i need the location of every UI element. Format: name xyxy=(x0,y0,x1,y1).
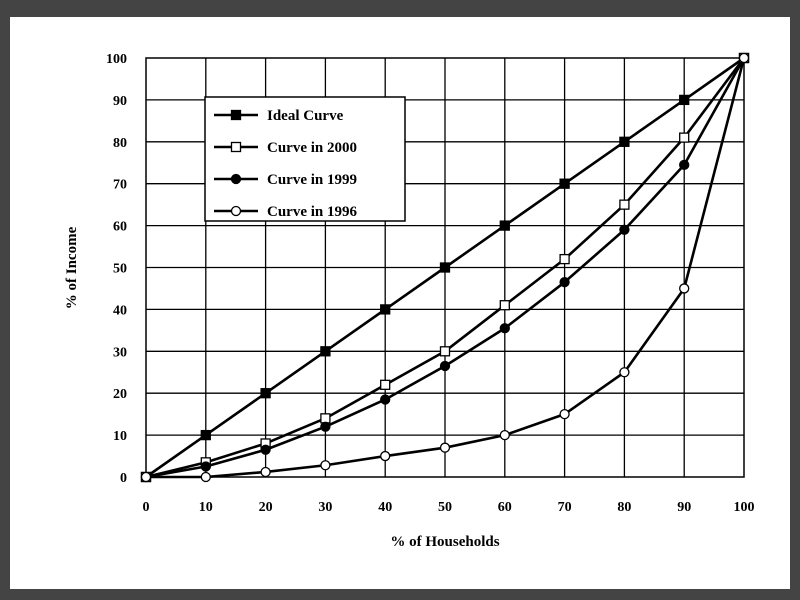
legend-item: Curve in 1996 xyxy=(214,204,358,220)
x-tick-label: 30 xyxy=(318,500,332,515)
y-tick-label: 80 xyxy=(113,136,127,151)
x-tick-label: 90 xyxy=(677,500,691,515)
data-point xyxy=(619,199,630,210)
data-point xyxy=(499,220,510,231)
series-layer xyxy=(140,52,750,483)
data-point xyxy=(439,346,451,357)
y-tick-label: 100 xyxy=(106,52,127,67)
x-tick-label: 70 xyxy=(558,500,572,515)
legend-marker xyxy=(230,205,242,217)
x-axis-title: % of Households xyxy=(390,534,499,550)
data-point xyxy=(679,94,690,106)
plot-area-border xyxy=(145,57,745,478)
data-point xyxy=(499,323,510,334)
legend-marker xyxy=(230,173,242,185)
data-point xyxy=(320,413,331,424)
data-point xyxy=(439,360,451,372)
tick-labels: 0 10 20 30 40 50 60 70 80 90 100 0 10 20 30 40 50 60 70 80 9… xyxy=(106,52,755,515)
data-point xyxy=(559,277,570,288)
data-point xyxy=(380,379,391,390)
data-point xyxy=(320,460,331,471)
data-point xyxy=(439,262,451,273)
x-tick-label: 50 xyxy=(438,500,452,515)
data-point xyxy=(320,346,331,357)
x-tick-label: 60 xyxy=(498,500,512,515)
x-tick-label: 0 xyxy=(143,500,150,515)
legend-item: Curve in 2000 xyxy=(214,140,357,156)
legend-item: Curve in 1999 xyxy=(214,172,357,188)
data-point xyxy=(260,388,271,399)
legend-label: Ideal Curve xyxy=(267,108,344,124)
y-tick-label: 60 xyxy=(113,220,127,235)
y-tick-label: 10 xyxy=(113,429,127,444)
data-point xyxy=(619,136,630,147)
x-tick-label: 100 xyxy=(734,500,755,515)
data-point xyxy=(619,367,630,378)
y-tick-label: 70 xyxy=(113,178,127,193)
y-tick-label: 50 xyxy=(113,262,127,277)
legend-label: Curve in 1999 xyxy=(267,172,357,188)
y-tick-label: 90 xyxy=(113,94,127,109)
data-point xyxy=(738,52,750,64)
data-point xyxy=(320,421,331,432)
legend-marker xyxy=(230,109,242,121)
data-point xyxy=(380,394,391,405)
data-point xyxy=(260,466,271,478)
legend-marker xyxy=(230,141,242,153)
data-point xyxy=(679,132,690,143)
data-point xyxy=(559,253,570,265)
y-tick-label: 30 xyxy=(113,345,127,360)
x-tick-label: 20 xyxy=(259,500,273,515)
data-point xyxy=(679,283,690,294)
data-point xyxy=(140,471,152,483)
y-tick-label: 0 xyxy=(120,471,127,486)
x-tick-label: 40 xyxy=(378,500,392,515)
data-point xyxy=(200,429,211,441)
data-point xyxy=(200,461,211,472)
x-tick-label: 80 xyxy=(617,500,631,515)
data-point xyxy=(499,300,510,311)
data-point xyxy=(499,429,510,441)
legend-label: Curve in 1996 xyxy=(267,204,358,220)
data-point xyxy=(679,159,690,170)
data-point xyxy=(619,224,630,235)
data-point xyxy=(439,442,451,453)
data-point xyxy=(559,178,570,189)
data-point xyxy=(380,450,391,462)
data-point xyxy=(380,304,391,315)
data-point xyxy=(200,471,211,483)
y-axis-title: % of Income xyxy=(64,226,80,309)
series-4-markers xyxy=(140,52,750,483)
x-tick-label: 10 xyxy=(199,500,213,515)
legend-item: Ideal Curve xyxy=(214,108,344,124)
data-point xyxy=(260,444,271,455)
data-point xyxy=(559,408,570,420)
y-tick-label: 20 xyxy=(113,387,127,402)
legend-label: Curve in 2000 xyxy=(267,140,357,156)
legend: Ideal Curve Curve in 2000 Curve in 1999 Cur… xyxy=(204,96,406,222)
y-tick-label: 40 xyxy=(113,303,127,318)
